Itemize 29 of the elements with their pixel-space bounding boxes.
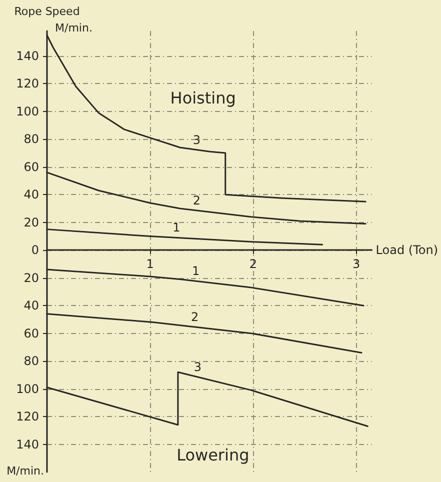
y-tick-label: 40 bbox=[24, 188, 39, 202]
annotation: Lowering bbox=[176, 446, 250, 464]
y-tick-label: 120 bbox=[16, 410, 39, 424]
y-tick-label: 140 bbox=[16, 48, 39, 63]
y-tick-label: 20 bbox=[24, 270, 39, 285]
annotation: Hoisting bbox=[170, 88, 236, 108]
x-tick-label: 1 bbox=[146, 257, 154, 272]
y-tick-label: 40 bbox=[24, 298, 39, 313]
y-tick-label: 60 bbox=[24, 160, 39, 174]
y-tick-label: 80 bbox=[24, 354, 39, 368]
y-tick-label: 140 bbox=[16, 437, 39, 452]
y-axis-title: Rope Speed bbox=[14, 5, 80, 18]
y-tick-label: 0 bbox=[31, 243, 39, 258]
y-tick-label: 20 bbox=[24, 215, 39, 230]
text: M/min. bbox=[6, 464, 44, 478]
series-label: 2 bbox=[192, 193, 201, 208]
series-label: 3 bbox=[194, 360, 202, 374]
y-tick-label: 60 bbox=[24, 326, 39, 340]
y-tick-label: 100 bbox=[16, 382, 39, 396]
y-tick-label: 120 bbox=[16, 76, 39, 91]
series-label: 1 bbox=[172, 220, 180, 235]
x-axis-title: Load (Ton) bbox=[376, 243, 438, 258]
series-label: 2 bbox=[190, 310, 199, 324]
y-tick-label: 100 bbox=[16, 104, 39, 118]
series-label: 3 bbox=[192, 132, 201, 147]
annotation: M/min. bbox=[55, 22, 92, 34]
x-tick-label: 3 bbox=[352, 257, 360, 272]
x-tick-label: 2 bbox=[249, 257, 258, 272]
y-tick-label: 80 bbox=[24, 132, 39, 146]
